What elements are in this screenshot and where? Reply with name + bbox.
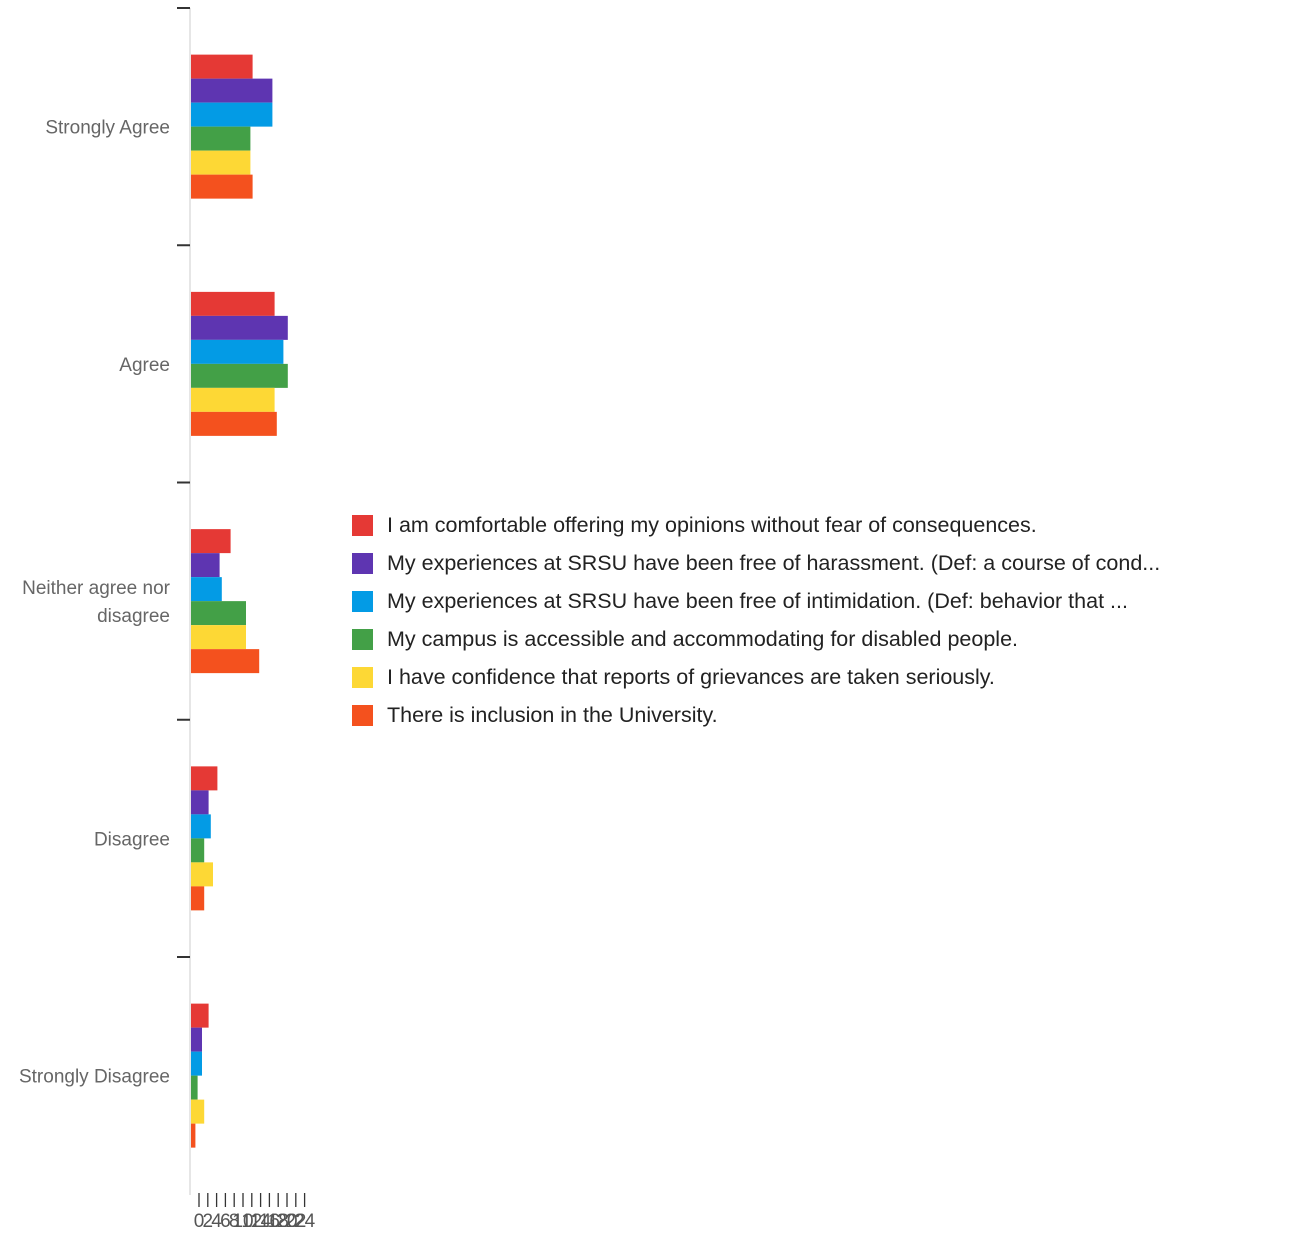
bar — [191, 1075, 198, 1100]
legend-label: My experiences at SRSU have been free of… — [387, 550, 1161, 575]
x-tick-label: 20 — [276, 1211, 297, 1232]
bar — [191, 54, 253, 79]
legend-swatch — [352, 628, 373, 650]
bar — [191, 1051, 202, 1076]
bar — [191, 339, 284, 364]
bar — [191, 411, 277, 436]
bar — [191, 174, 253, 199]
bar — [191, 387, 275, 412]
x-tick-label: 24 — [294, 1211, 316, 1232]
x-tick-label: 18 — [268, 1211, 289, 1232]
bar — [191, 78, 273, 103]
bar — [191, 1027, 202, 1052]
bar — [191, 1099, 205, 1124]
legend-swatch — [352, 666, 373, 688]
category-label: Strongly Disagree — [19, 1067, 170, 1088]
bar — [191, 862, 213, 887]
bar — [191, 1003, 209, 1028]
legend-label: My campus is accessible and accommodatin… — [387, 626, 1018, 651]
legend-swatch — [352, 590, 373, 612]
x-tick-label: 4 — [211, 1211, 222, 1232]
bar — [191, 649, 260, 674]
bar — [191, 291, 275, 316]
legend-item: I am comfortable offering my opinions wi… — [352, 506, 1287, 544]
category-label: Strongly Agree — [45, 118, 170, 139]
bar — [191, 766, 218, 791]
x-tick-label: 22 — [285, 1211, 306, 1232]
legend-swatch — [352, 704, 373, 726]
legend-item: I have confidence that reports of grieva… — [352, 658, 1287, 696]
bar — [191, 553, 220, 578]
x-tick-label: 12 — [241, 1211, 262, 1232]
bar — [191, 625, 246, 650]
bar — [191, 577, 222, 602]
bar — [191, 601, 246, 626]
bar — [191, 529, 231, 554]
legend-item: My experiences at SRSU have been free of… — [352, 544, 1287, 582]
category-label: Disagree — [94, 829, 170, 850]
bar — [191, 102, 273, 127]
legend-label: I am comfortable offering my opinions wi… — [387, 512, 1037, 537]
bar — [191, 886, 205, 911]
x-tick-label: 2 — [203, 1211, 214, 1232]
legend-swatch — [352, 514, 373, 536]
bar — [191, 363, 288, 388]
chart-legend: I am comfortable offering my opinions wi… — [352, 506, 1287, 734]
category-label: Agree — [119, 355, 170, 376]
legend-item: My experiences at SRSU have been free of… — [352, 582, 1287, 620]
bar — [191, 1123, 196, 1148]
bar — [191, 150, 251, 175]
bar — [191, 814, 211, 839]
legend-label: There is inclusion in the University. — [387, 702, 718, 727]
bar — [191, 838, 205, 863]
x-tick-label: 10 — [232, 1211, 253, 1232]
x-tick-label: 14 — [250, 1211, 272, 1232]
legend-item: My campus is accessible and accommodatin… — [352, 620, 1287, 658]
legend-swatch — [352, 552, 373, 574]
x-tick-label: 0 — [194, 1211, 205, 1232]
x-tick-label: 16 — [259, 1211, 280, 1232]
legend-label: My experiences at SRSU have been free of… — [387, 588, 1128, 613]
x-tick-label: 6 — [220, 1211, 231, 1232]
bar — [191, 790, 209, 815]
category-label: Neither agree nor disagree — [22, 578, 171, 627]
bar — [191, 126, 251, 151]
legend-label: I have confidence that reports of grieva… — [387, 664, 995, 689]
legend-item: There is inclusion in the University. — [352, 696, 1287, 734]
bar — [191, 315, 288, 340]
x-tick-label: 8 — [229, 1211, 240, 1232]
